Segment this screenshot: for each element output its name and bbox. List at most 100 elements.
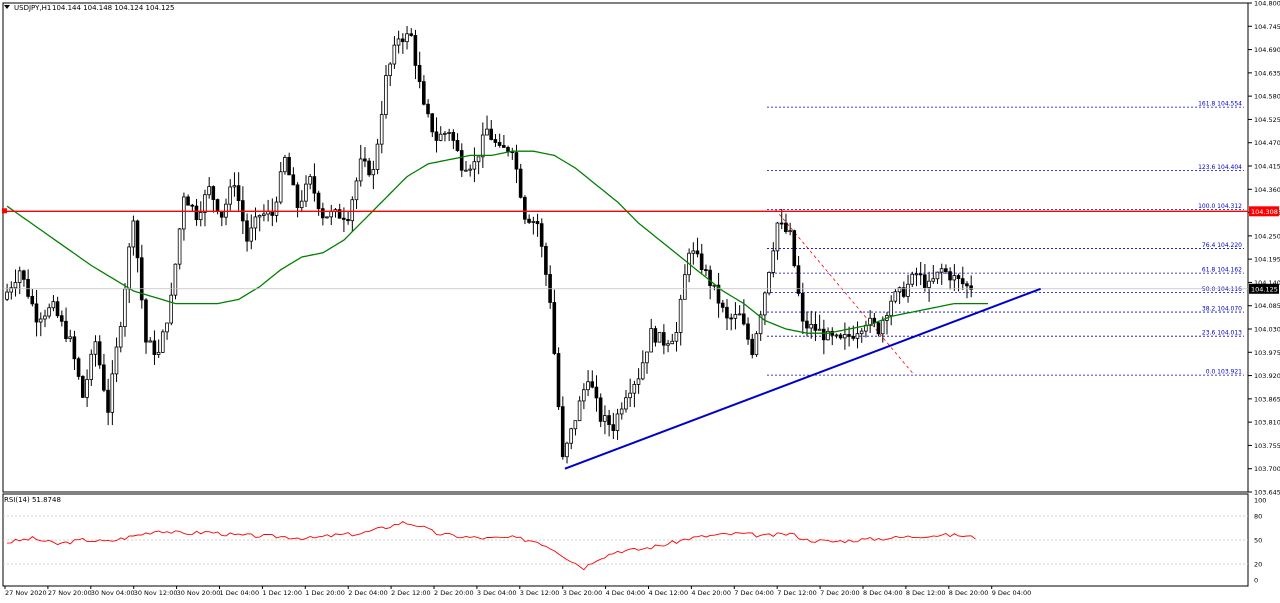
collapse-arrow-icon[interactable] — [4, 5, 10, 9]
rsi-label: RSI(14) 51.8748 — [4, 496, 61, 504]
candle-bear — [367, 160, 371, 176]
candle-bull — [283, 157, 287, 173]
candle-bull — [624, 397, 628, 410]
candle-bull — [51, 301, 56, 309]
candle-bear — [695, 250, 700, 255]
candle-bear — [704, 269, 708, 272]
candle-bull — [927, 280, 931, 288]
candle-bull — [767, 272, 771, 294]
candle-bull — [350, 199, 355, 222]
candle-bull — [13, 282, 18, 289]
rsi-line — [7, 520, 976, 571]
candle-bull — [207, 186, 211, 196]
candle-bear — [144, 299, 148, 343]
candle-bear — [960, 278, 965, 285]
x-tick-label: 4 Dec 20:00 — [691, 589, 731, 597]
x-tick-label: 3 Dec 20:00 — [563, 589, 603, 597]
x-tick-label: 4 Dec 12:00 — [649, 589, 689, 597]
candle-bull — [249, 227, 253, 242]
x-tick-label: 8 Dec 20:00 — [949, 589, 989, 597]
x-tick-label: 1 Dec 04:00 — [220, 589, 260, 597]
candle-bear — [320, 208, 325, 219]
candle-bear — [851, 336, 856, 339]
y-tick-label: 104.415 — [1254, 163, 1280, 171]
candle-bear — [523, 196, 527, 220]
y-tick-label: 104.195 — [1254, 256, 1280, 264]
candle-bull — [299, 200, 304, 209]
fibonacci-level-label: 0.0 103.921 — [1206, 369, 1242, 376]
rsi-y-tick-label: 80 — [1254, 513, 1262, 521]
candle-bull — [169, 294, 173, 324]
candle-bull — [880, 320, 885, 335]
candle-bull — [809, 323, 813, 329]
candle-bull — [910, 273, 914, 285]
candle-bear — [34, 303, 39, 323]
fibonacci-swing-line[interactable] — [775, 209, 915, 376]
candle-bull — [897, 287, 902, 293]
candle-bear — [948, 271, 952, 281]
candle-bear — [421, 81, 426, 105]
candle-bull — [645, 351, 649, 364]
candle-bull — [379, 114, 384, 145]
ascending-trendline[interactable] — [564, 287, 1042, 470]
y-tick-label: 104.250 — [1254, 232, 1280, 240]
rsi-y-tick-label: 50 — [1254, 537, 1262, 545]
y-tick-label: 103.865 — [1254, 395, 1280, 403]
candle-bull — [173, 263, 178, 296]
candle-bull — [893, 291, 898, 302]
candle-bull — [329, 211, 333, 218]
y-tick-label: 104.635 — [1254, 69, 1280, 77]
rsi-pane-frame — [2, 493, 1249, 587]
candle-bear — [594, 386, 599, 399]
candle-bear — [236, 185, 241, 201]
candle-bull — [325, 216, 329, 219]
candle-bear — [725, 306, 729, 319]
candle-bear — [876, 322, 881, 335]
x-tick-label: 27 Nov 20:00 — [48, 589, 92, 597]
x-tick-label: 2 Dec 12:00 — [391, 589, 431, 597]
candle-bull — [110, 373, 115, 413]
x-tick-label: 30 Nov 20:00 — [177, 589, 221, 597]
candle-bull — [573, 420, 578, 430]
candle-bull — [842, 334, 847, 339]
x-tick-label: 2 Dec 04:00 — [348, 589, 388, 597]
candle-bear — [194, 205, 199, 221]
candle-bear — [337, 209, 342, 219]
candle-bear — [501, 145, 506, 148]
candle-bull — [177, 228, 182, 265]
y-tick-label: 104.580 — [1254, 93, 1280, 101]
candle-bear — [729, 317, 733, 320]
candle-bull — [198, 212, 203, 221]
candle-bear — [552, 302, 557, 354]
candle-bull — [788, 230, 792, 233]
candle-bear — [346, 219, 350, 222]
candle-bear — [139, 257, 144, 301]
y-tick-label: 104.085 — [1254, 302, 1280, 310]
x-tick-label: 7 Dec 20:00 — [820, 589, 860, 597]
x-tick-label: 8 Dec 12:00 — [906, 589, 946, 597]
candle-bull — [396, 38, 401, 46]
candle-bull — [935, 271, 940, 280]
fibonacci-level-label: 61.8 104.162 — [1202, 267, 1242, 274]
candle-bull — [384, 75, 388, 115]
candle-bear — [341, 217, 346, 220]
candle-bull — [156, 351, 161, 355]
candle-bear — [211, 186, 216, 200]
candle-bull — [826, 330, 830, 341]
candle-bear — [539, 223, 544, 247]
candle-bear — [106, 389, 110, 413]
candle-bear — [30, 295, 35, 305]
candle-bull — [733, 314, 738, 319]
candle-bull — [228, 186, 232, 205]
candle-bull — [666, 343, 670, 346]
candle-bull — [443, 132, 447, 135]
x-tick-label: 30 Nov 04:00 — [91, 589, 135, 597]
fibonacci-level-label: 76.4 104.220 — [1202, 242, 1242, 249]
resistance-anchor-icon[interactable] — [2, 208, 7, 214]
candle-bear — [312, 176, 317, 194]
candle-bear — [363, 158, 367, 162]
candle-bull — [89, 353, 94, 380]
candle-bull — [834, 334, 839, 337]
candle-bear — [409, 33, 413, 36]
